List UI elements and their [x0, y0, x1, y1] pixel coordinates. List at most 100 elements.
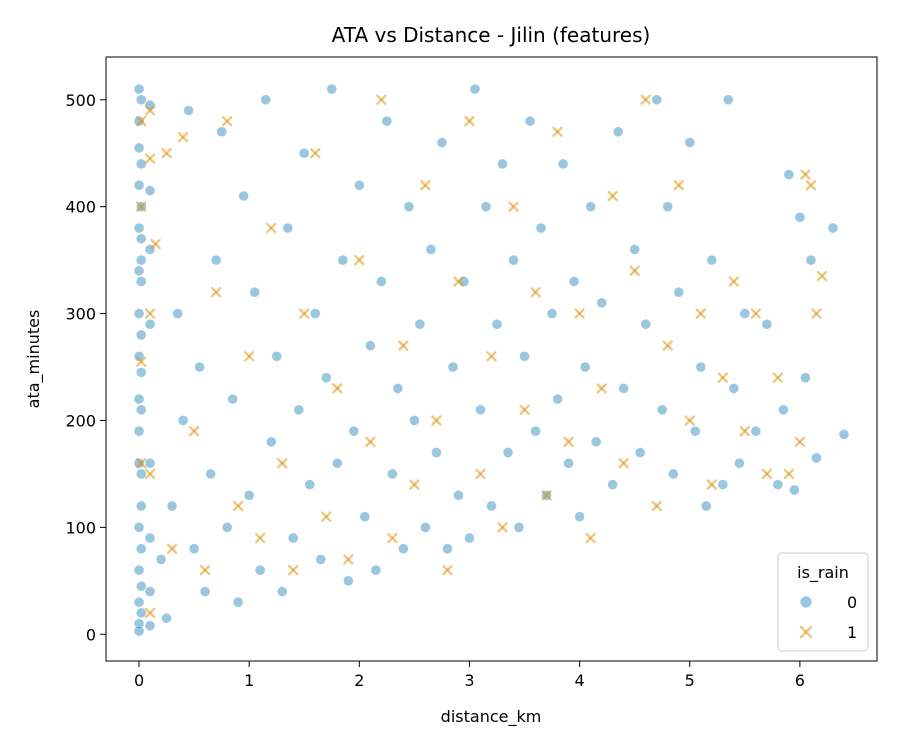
y-tick-label: 200 [65, 411, 96, 430]
data-point-rain-0 [133, 83, 145, 95]
x-axis-label: distance_km [441, 707, 542, 727]
data-point-rain-1 [136, 115, 147, 127]
data-point-rain-1 [651, 500, 662, 512]
data-point-rain-1 [739, 425, 751, 437]
data-point-rain-1 [321, 511, 332, 522]
data-point-rain-1 [563, 436, 574, 448]
data-point-rain-0 [447, 361, 459, 373]
data-point-rain-0 [574, 511, 585, 522]
data-point-rain-0 [563, 457, 574, 469]
data-point-rain-1 [243, 351, 255, 362]
data-point-rain-1 [232, 500, 244, 512]
legend-title: is_rain [797, 563, 849, 583]
data-point-rain-0 [133, 265, 145, 277]
data-point-rain-0 [135, 367, 147, 378]
data-point-rain-0 [530, 425, 541, 437]
data-point-rain-0 [249, 286, 260, 298]
data-point-rain-0 [133, 564, 145, 576]
data-point-rain-1 [728, 276, 740, 287]
data-point-rain-0 [502, 447, 514, 458]
data-point-rain-1 [519, 404, 530, 415]
data-point-rain-0 [778, 404, 789, 416]
legend: is_rain 0 1 [777, 552, 869, 652]
data-point-rain-1 [161, 148, 172, 159]
data-point-rain-0 [425, 244, 437, 255]
x-tick-label: 6 [795, 671, 805, 690]
data-point-rain-0 [183, 105, 194, 116]
y-tick-label: 0 [86, 625, 96, 644]
x-axis: 0 1 2 3 4 5 6 [134, 661, 805, 690]
data-point-rain-1 [783, 468, 795, 480]
y-tick-label: 100 [65, 518, 96, 537]
data-point-rain-0 [403, 201, 415, 212]
data-point-rain-0 [144, 457, 156, 469]
data-point-rain-0 [135, 254, 147, 266]
data-point-rain-0 [772, 479, 784, 490]
data-point-rain-0 [359, 511, 371, 522]
data-point-rain-0 [513, 522, 525, 533]
data-point-rain-0 [331, 457, 343, 469]
x-tick-label: 5 [685, 671, 695, 690]
y-axis: 0 100 200 300 400 500 [65, 91, 106, 644]
data-point-rain-0 [144, 620, 156, 632]
data-point-rain-1 [398, 340, 409, 351]
data-point-rain-1 [618, 458, 629, 469]
data-point-rain-0 [282, 222, 294, 234]
data-point-rain-1 [255, 532, 266, 544]
data-point-rain-1 [508, 201, 519, 212]
data-point-rain-1 [144, 607, 156, 619]
data-point-rain-0 [827, 222, 839, 234]
data-point-rain-0 [734, 457, 745, 469]
plot-area-frame [105, 56, 878, 662]
data-point-rain-1 [144, 308, 156, 319]
data-point-rain-0 [739, 308, 751, 319]
data-point-rain-0 [144, 318, 156, 330]
data-point-rain-0 [491, 318, 503, 330]
data-point-rain-0 [469, 83, 481, 95]
data-point-rain-1 [144, 105, 156, 116]
data-point-rain-0 [238, 190, 249, 202]
data-point-rain-1 [221, 115, 233, 127]
data-point-rain-1 [640, 94, 651, 105]
data-point-rain-0 [524, 115, 536, 127]
data-point-rain-0 [695, 361, 707, 373]
data-point-rain-0 [144, 532, 156, 544]
data-point-rain-0 [612, 126, 624, 138]
data-point-rain-1 [585, 532, 596, 544]
data-point-rain-0 [315, 554, 327, 565]
legend-entry-label: 0 [847, 593, 857, 612]
data-point-rain-0 [392, 383, 404, 394]
data-point-rain-1 [530, 286, 541, 298]
data-point-rain-0 [800, 372, 811, 384]
data-point-rain-1 [210, 286, 222, 298]
x-tick-label: 1 [244, 671, 254, 690]
data-point-rain-0 [135, 468, 147, 480]
legend-marker-x [799, 625, 813, 639]
data-point-rain-0 [783, 169, 795, 180]
data-point-rain-1 [365, 436, 376, 448]
data-point-rain-0 [135, 500, 147, 512]
data-point-rain-0 [497, 158, 508, 170]
data-point-rain-0 [216, 126, 227, 138]
data-point-rain-0 [337, 254, 349, 266]
data-point-rain-1 [811, 308, 822, 319]
data-point-rain-1 [332, 383, 343, 394]
legend-marker-circle [799, 595, 813, 609]
data-point-rain-1 [794, 436, 806, 448]
data-point-rain-1 [288, 564, 299, 576]
data-point-rain-1 [574, 308, 585, 319]
data-point-rain-0 [376, 276, 387, 287]
data-point-rain-1 [299, 308, 310, 319]
data-point-rain-0 [651, 94, 663, 106]
data-point-rain-0 [177, 415, 189, 426]
data-point-rain-0 [607, 479, 618, 490]
data-point-rain-0 [700, 500, 712, 512]
data-point-rain-1 [144, 153, 156, 164]
data-point-rain-1 [497, 522, 508, 533]
data-point-rain-1 [166, 543, 178, 554]
data-point-rain-1 [431, 415, 442, 426]
data-point-rain-0 [618, 383, 629, 394]
data-point-rain-0 [535, 222, 547, 234]
data-point-rain-1 [596, 383, 607, 394]
